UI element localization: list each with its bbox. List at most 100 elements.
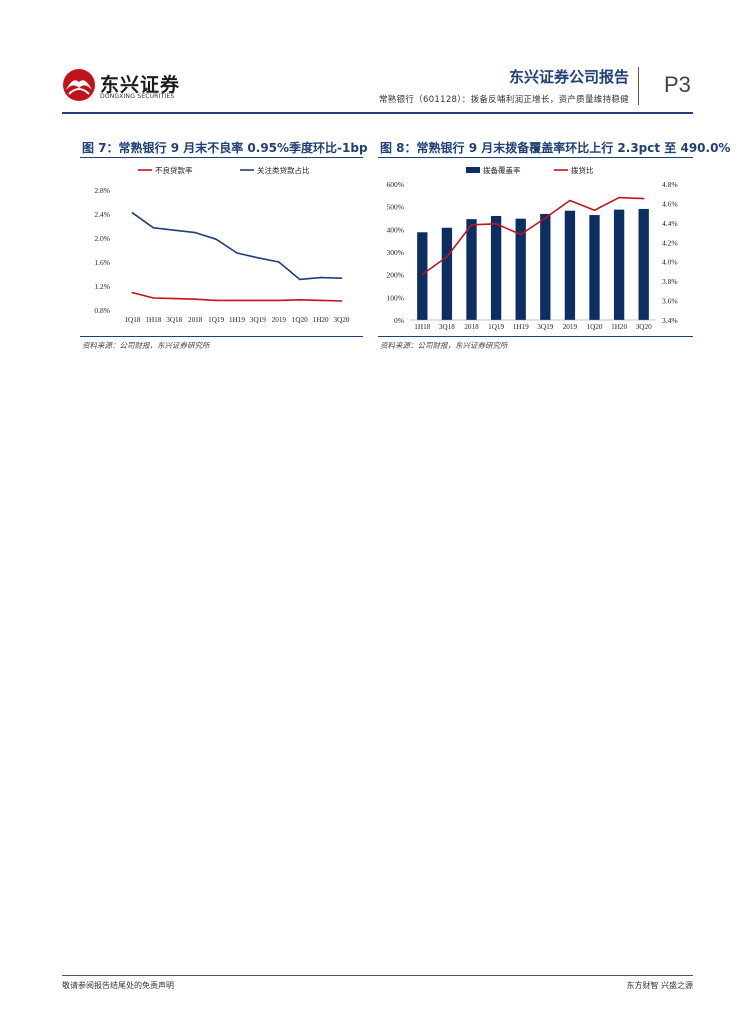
y-right-tick-label: 4.6% <box>662 199 678 208</box>
legend-label-2: 关注类贷款占比 <box>257 165 310 175</box>
data-point <box>319 276 322 279</box>
x-tick-label: 1Q19 <box>488 323 504 331</box>
data-point <box>257 257 259 259</box>
series-line-2 <box>131 212 342 281</box>
figure-7-title: 图 7：常熟银行 9 月末不良率 0.95%季度环比-1bp <box>82 141 368 155</box>
data-point <box>618 196 620 199</box>
data-point <box>544 217 547 219</box>
footer-disclaimer: 敬请参阅报告结尾处的免责声明 <box>62 981 174 990</box>
y-left-tick-label: 100% <box>387 293 405 302</box>
figure-7-line-chart: 不良贷款率 关注类贷款占比 2.8% 2.4% 2.0% 1.6% 1.2% 0.8% 1Q18… <box>94 165 350 324</box>
x-tick-label: 3Q20 <box>334 316 350 324</box>
data-point <box>215 238 217 240</box>
bar <box>564 210 576 320</box>
x-tick-label: 2018 <box>464 323 479 331</box>
y-right-tick-label: 3.8% <box>662 277 678 286</box>
x-tick-label: 1Q20 <box>587 323 603 331</box>
y-tick-label: 0.8% <box>94 306 110 315</box>
data-point <box>152 227 155 229</box>
y-tick-label: 2.8% <box>94 186 110 195</box>
data-point <box>495 223 497 225</box>
footer-rule <box>62 975 693 976</box>
data-point <box>215 299 217 302</box>
data-point <box>340 300 343 302</box>
figure-7-bottom-rule <box>80 336 363 337</box>
figure-8-title: 图 8：常熟银行 9 月末拨备覆盖率环比上行 2.3pct 至 490.0% <box>380 141 731 155</box>
data-point <box>319 299 322 302</box>
bar <box>613 209 625 320</box>
y-right-tick-label: 4.8% <box>662 180 678 189</box>
data-point <box>257 299 259 302</box>
y-right-tick-label: 3.4% <box>662 316 678 325</box>
figure-7-top-rule <box>80 157 363 158</box>
data-point <box>131 212 134 214</box>
y-tick-label: 2.4% <box>94 210 110 219</box>
data-point <box>152 297 155 299</box>
data-point <box>642 197 645 200</box>
legend-label-1: 不良贷款率 <box>155 165 193 175</box>
page-number: P3 <box>664 72 691 97</box>
data-point <box>278 299 280 302</box>
bar <box>638 208 649 320</box>
y-tick-label: 1.2% <box>94 282 110 291</box>
header-rule <box>62 112 693 114</box>
y-left-tick-label: 500% <box>387 203 405 212</box>
data-point <box>446 256 448 258</box>
bar <box>515 218 526 320</box>
logo-chinese-name: 东兴证券 <box>100 74 181 96</box>
report-subtitle: 常熟银行（601128）：拨备反哺利润正增长，资产质量维持稳健 <box>378 95 629 105</box>
y-right-tick-label: 4.4% <box>662 219 678 228</box>
legend-label-2: 拨贷比 <box>571 165 594 175</box>
x-tick-label: 1H20 <box>313 316 329 324</box>
y-left-tick-label: 0% <box>394 316 404 325</box>
data-point <box>131 291 134 294</box>
data-point <box>194 298 196 300</box>
bar <box>540 213 551 320</box>
bar <box>441 227 453 320</box>
y-right-tick-label: 3.6% <box>662 297 678 306</box>
legend-label-1: 拨备覆盖率 <box>483 165 521 175</box>
y-left-tick-label: 400% <box>387 225 405 234</box>
figure-7-source: 资料来源：公司财报，东兴证券研究所 <box>82 341 210 350</box>
header-divider <box>638 67 639 105</box>
legend-swatch-1 <box>466 167 480 173</box>
data-point <box>421 273 424 276</box>
data-point <box>236 299 238 302</box>
bar <box>417 232 428 320</box>
x-tick-label: 1H18 <box>145 316 161 324</box>
y-left-tick-label: 300% <box>387 248 405 257</box>
x-tick-label: 3Q20 <box>636 323 652 331</box>
company-logo: 东兴证券 DONGXING SECURITIES <box>62 68 192 102</box>
bar <box>466 219 477 320</box>
bar <box>589 215 600 320</box>
y-left-tick-label: 600% <box>387 180 405 189</box>
x-tick-label: 3Q19 <box>537 323 553 331</box>
x-tick-label: 2019 <box>563 323 578 331</box>
x-tick-label: 1Q19 <box>208 316 224 324</box>
data-point <box>194 231 196 234</box>
figure-8-bottom-rule <box>378 336 693 337</box>
data-point <box>298 278 301 281</box>
series-line-2 <box>421 196 644 275</box>
data-point <box>278 261 280 263</box>
data-point <box>569 199 571 202</box>
report-title: 东兴证券公司报告 <box>508 68 629 86</box>
x-tick-label: 1H19 <box>513 323 529 331</box>
x-tick-label: 1Q18 <box>124 316 140 324</box>
y-left-tick-label: 200% <box>387 271 405 280</box>
data-point <box>298 299 301 301</box>
data-point <box>519 233 522 236</box>
x-tick-label: 3Q18 <box>439 323 455 331</box>
x-tick-label: 3Q18 <box>166 316 182 324</box>
footer-slogan: 东方财智 兴盛之源 <box>626 981 693 990</box>
x-tick-label: 1H19 <box>229 316 245 324</box>
figure-8-source: 资料来源：公司财报，东兴证券研究所 <box>380 341 508 350</box>
y-tick-label: 1.6% <box>94 258 110 267</box>
bar <box>490 215 502 320</box>
x-tick-label: 1H20 <box>611 323 627 331</box>
y-right-tick-label: 4.2% <box>662 238 678 247</box>
x-tick-label: 2018 <box>188 316 203 324</box>
figure-8-top-rule <box>378 157 693 158</box>
y-right-tick-label: 4.0% <box>662 258 678 267</box>
x-tick-label: 1H18 <box>414 323 430 331</box>
